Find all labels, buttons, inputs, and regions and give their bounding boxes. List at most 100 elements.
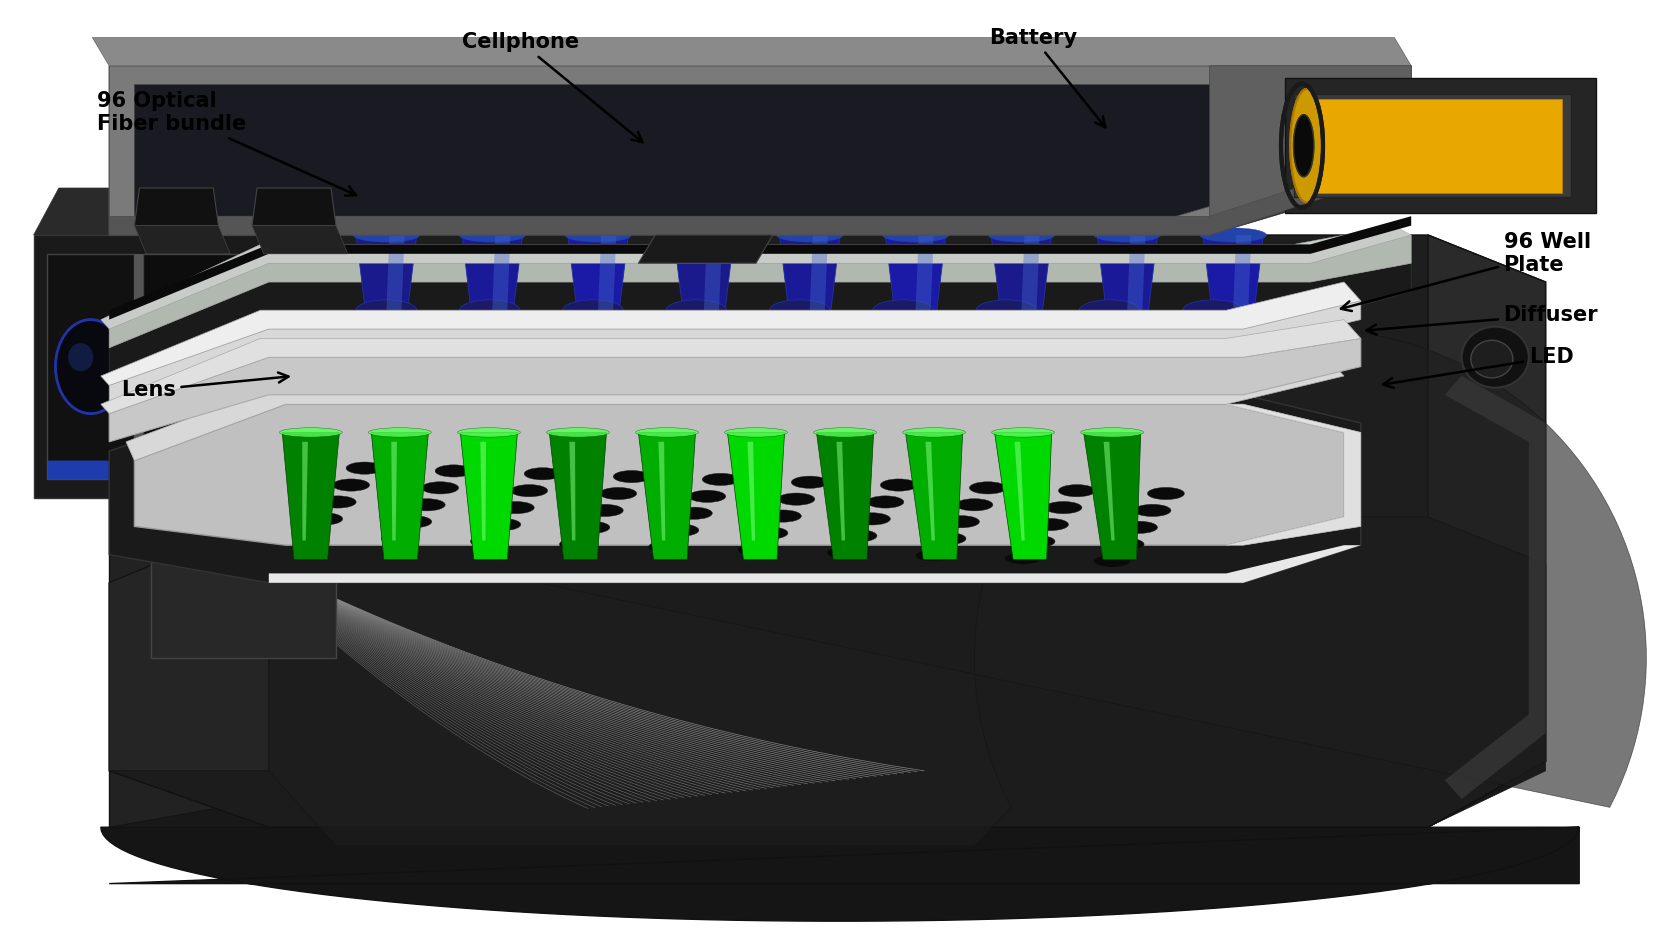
Ellipse shape xyxy=(395,515,432,528)
Ellipse shape xyxy=(353,228,420,243)
Polygon shape xyxy=(101,226,1411,329)
Polygon shape xyxy=(659,442,665,540)
Polygon shape xyxy=(1203,235,1263,310)
Polygon shape xyxy=(1084,432,1141,559)
Polygon shape xyxy=(101,282,1361,385)
Ellipse shape xyxy=(564,228,632,243)
Ellipse shape xyxy=(1294,115,1314,177)
Ellipse shape xyxy=(1045,502,1082,514)
Polygon shape xyxy=(151,526,336,658)
Ellipse shape xyxy=(665,300,727,321)
Polygon shape xyxy=(76,122,1462,235)
Polygon shape xyxy=(885,235,946,310)
Ellipse shape xyxy=(408,499,445,511)
Ellipse shape xyxy=(368,428,432,437)
Polygon shape xyxy=(47,461,260,479)
Polygon shape xyxy=(460,432,517,559)
Ellipse shape xyxy=(791,477,828,489)
Polygon shape xyxy=(109,301,1361,414)
Polygon shape xyxy=(727,432,785,559)
Ellipse shape xyxy=(675,508,712,520)
Polygon shape xyxy=(704,235,722,310)
Ellipse shape xyxy=(1134,504,1171,517)
Polygon shape xyxy=(269,329,1646,846)
Ellipse shape xyxy=(524,468,561,480)
Polygon shape xyxy=(1210,66,1411,235)
Text: LED: LED xyxy=(1383,347,1574,388)
Polygon shape xyxy=(282,432,339,559)
Polygon shape xyxy=(1294,94,1571,197)
Polygon shape xyxy=(252,226,348,254)
Polygon shape xyxy=(568,235,628,310)
Polygon shape xyxy=(991,235,1052,310)
Ellipse shape xyxy=(635,428,699,437)
Polygon shape xyxy=(143,254,252,479)
Polygon shape xyxy=(1327,110,1537,131)
Polygon shape xyxy=(134,85,1369,216)
Text: Diffuser: Diffuser xyxy=(1366,305,1598,335)
Polygon shape xyxy=(1015,442,1025,540)
Ellipse shape xyxy=(738,543,774,556)
Ellipse shape xyxy=(1472,340,1514,378)
Polygon shape xyxy=(109,66,1411,235)
Ellipse shape xyxy=(976,300,1037,321)
Polygon shape xyxy=(780,235,840,310)
Ellipse shape xyxy=(613,470,650,483)
Ellipse shape xyxy=(1183,300,1243,321)
Ellipse shape xyxy=(969,482,1006,494)
Polygon shape xyxy=(1104,442,1114,540)
Polygon shape xyxy=(748,442,756,540)
Ellipse shape xyxy=(1094,228,1161,243)
Polygon shape xyxy=(356,235,417,310)
Polygon shape xyxy=(462,235,522,310)
Polygon shape xyxy=(391,442,396,540)
Ellipse shape xyxy=(662,525,699,536)
Polygon shape xyxy=(302,442,307,540)
Ellipse shape xyxy=(813,428,877,437)
Polygon shape xyxy=(1127,235,1146,310)
Ellipse shape xyxy=(460,300,521,321)
Polygon shape xyxy=(269,235,1546,827)
Polygon shape xyxy=(47,254,134,479)
Polygon shape xyxy=(638,432,696,559)
Ellipse shape xyxy=(1018,535,1055,547)
Polygon shape xyxy=(101,827,1579,921)
Ellipse shape xyxy=(55,320,126,414)
Polygon shape xyxy=(109,733,1546,827)
Polygon shape xyxy=(109,150,1411,235)
Polygon shape xyxy=(109,517,269,771)
Polygon shape xyxy=(1226,404,1361,545)
Ellipse shape xyxy=(1290,89,1324,203)
Polygon shape xyxy=(109,216,1411,320)
Polygon shape xyxy=(134,404,1344,545)
Ellipse shape xyxy=(991,428,1055,437)
Polygon shape xyxy=(570,442,575,540)
Ellipse shape xyxy=(333,479,370,492)
Ellipse shape xyxy=(724,428,788,437)
Polygon shape xyxy=(134,254,143,479)
Ellipse shape xyxy=(956,499,993,511)
Polygon shape xyxy=(101,320,1361,414)
Polygon shape xyxy=(109,235,1411,348)
Ellipse shape xyxy=(689,491,726,503)
Ellipse shape xyxy=(563,300,623,321)
Ellipse shape xyxy=(776,228,843,243)
Ellipse shape xyxy=(1462,327,1529,387)
Polygon shape xyxy=(34,188,269,235)
Ellipse shape xyxy=(916,549,953,562)
Ellipse shape xyxy=(459,228,526,243)
Polygon shape xyxy=(1021,235,1040,310)
Ellipse shape xyxy=(381,532,418,545)
Ellipse shape xyxy=(1080,428,1144,437)
Polygon shape xyxy=(1233,235,1252,310)
Ellipse shape xyxy=(1121,521,1158,534)
Polygon shape xyxy=(134,188,218,226)
Ellipse shape xyxy=(929,532,966,545)
Ellipse shape xyxy=(1094,555,1131,568)
Polygon shape xyxy=(1310,99,1562,193)
Polygon shape xyxy=(916,235,934,310)
Ellipse shape xyxy=(751,526,788,540)
Ellipse shape xyxy=(559,538,596,551)
Ellipse shape xyxy=(1107,538,1144,551)
Text: Lens: Lens xyxy=(121,372,289,400)
